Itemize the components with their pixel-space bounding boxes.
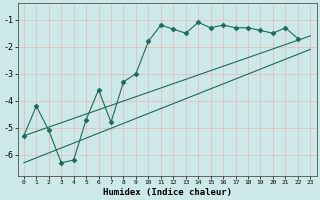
- X-axis label: Humidex (Indice chaleur): Humidex (Indice chaleur): [103, 188, 232, 197]
